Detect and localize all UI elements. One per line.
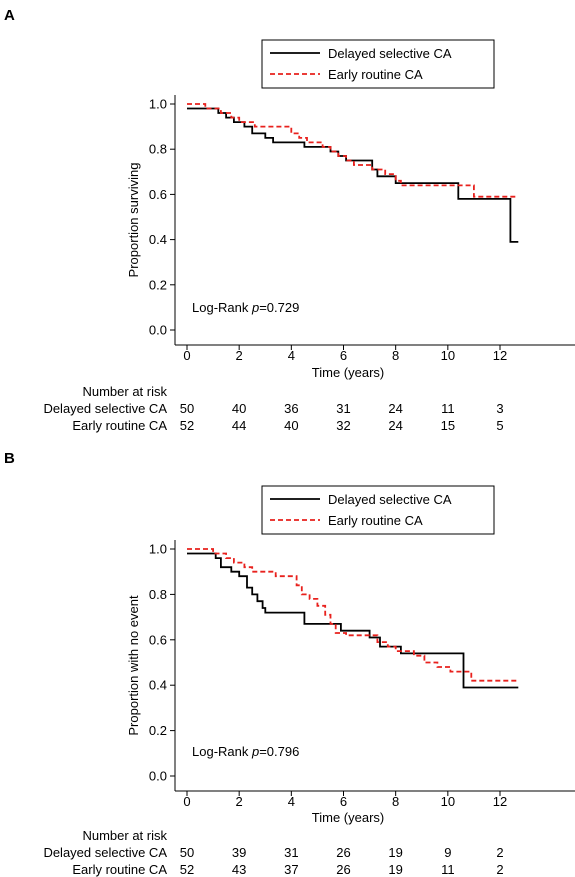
risk-table: Number at risk Delayed selective CA 50 39 31… (43, 828, 503, 877)
risk-count: 26 (336, 845, 350, 860)
y-tick-label: 0.0 (149, 769, 167, 784)
risk-row-label: Early routine CA (72, 862, 167, 877)
legend-box (261, 39, 495, 89)
risk-count: 50 (180, 401, 194, 416)
x-tick-label: 4 (288, 348, 295, 363)
annotation-p-symbol: p (251, 744, 259, 759)
risk-count: 39 (232, 845, 246, 860)
y-tick-label: 0.6 (149, 632, 167, 647)
legend: Delayed selective CA Early routine CA (261, 39, 495, 89)
series-line-early-routine-ca (187, 548, 519, 682)
x-axis-title: Time (years) (312, 365, 384, 380)
risk-table-title: Number at risk (82, 384, 167, 399)
risk-count: 40 (232, 401, 246, 416)
risk-count: 31 (284, 845, 298, 860)
x-tick-label: 10 (441, 348, 455, 363)
series-line-delayed-selective-ca (187, 107, 519, 243)
risk-row-label: Delayed selective CA (43, 401, 167, 416)
risk-count: 2 (496, 845, 503, 860)
risk-count: 26 (336, 862, 350, 877)
y-tick-label: 0.8 (149, 587, 167, 602)
risk-count: 31 (336, 401, 350, 416)
y-tick-label: 0.8 (149, 142, 167, 157)
risk-count: 24 (388, 401, 402, 416)
annotation-prefix: Log-Rank (192, 300, 252, 315)
risk-count: 40 (284, 418, 298, 433)
risk-count: 36 (284, 401, 298, 416)
risk-count: 5 (496, 418, 503, 433)
annotation-p-symbol: p (251, 300, 259, 315)
risk-count: 37 (284, 862, 298, 877)
x-tick-label: 8 (392, 348, 399, 363)
y-axis-title: Proportion with no event (126, 595, 141, 736)
legend-box (261, 485, 495, 535)
annotation-prefix: Log-Rank (192, 744, 252, 759)
x-axis-title: Time (years) (312, 810, 384, 825)
annotation-p-value: =0.796 (259, 744, 299, 759)
risk-count: 3 (496, 401, 503, 416)
x-tick-label: 0 (183, 794, 190, 809)
log-rank-annotation: Log-Rank p=0.729 (192, 300, 299, 315)
risk-count: 9 (444, 845, 451, 860)
y-tick-label: 0.6 (149, 187, 167, 202)
panel-label: B (4, 450, 15, 467)
series-line-early-routine-ca (187, 103, 519, 198)
risk-table-title: Number at risk (82, 828, 167, 843)
legend-entry: Early routine CA (328, 67, 423, 82)
x-tick-label: 8 (392, 794, 399, 809)
x-tick-label: 4 (288, 794, 295, 809)
legend: Delayed selective CA Early routine CA (261, 485, 495, 535)
y-tick-label: 0.4 (149, 678, 167, 693)
x-tick-label: 12 (493, 794, 507, 809)
risk-count: 52 (180, 862, 194, 877)
y-axis-title: Proportion surviving (126, 163, 141, 278)
y-tick-label: 1.0 (149, 97, 167, 112)
y-tick-label: 0.2 (149, 277, 167, 292)
y-tick-label: 1.0 (149, 542, 167, 557)
panel-label: A (4, 7, 15, 24)
x-tick-label: 12 (493, 348, 507, 363)
risk-count: 43 (232, 862, 246, 877)
risk-count: 11 (441, 401, 455, 416)
annotation-p-value: =0.729 (259, 300, 299, 315)
risk-count: 24 (388, 418, 402, 433)
y-tick-label: 0.2 (149, 723, 167, 738)
y-tick-label: 0.4 (149, 232, 167, 247)
x-tick-label: 6 (340, 794, 347, 809)
risk-count: 44 (232, 418, 246, 433)
legend-entry: Delayed selective CA (328, 46, 452, 61)
series-line-delayed-selective-ca (187, 552, 519, 689)
log-rank-annotation: Log-Rank p=0.796 (192, 744, 299, 759)
risk-table: Number at risk Delayed selective CA 50 40 36… (43, 384, 503, 433)
x-tick-label: 2 (236, 794, 243, 809)
risk-row-label: Delayed selective CA (43, 845, 167, 860)
risk-count: 19 (388, 862, 402, 877)
risk-row-label: Early routine CA (72, 418, 167, 433)
x-tick-label: 0 (183, 348, 190, 363)
panel-b: B 0.0 0.2 0.4 0.6 0.8 1.0 0 2 4 6 8 10 12 Proportion w… (4, 450, 575, 877)
y-tick-label: 0.0 (149, 323, 167, 338)
risk-count: 32 (336, 418, 350, 433)
risk-count: 52 (180, 418, 194, 433)
risk-count: 50 (180, 845, 194, 860)
risk-count: 11 (441, 862, 455, 877)
risk-count: 15 (441, 418, 455, 433)
risk-count: 2 (496, 862, 503, 877)
x-tick-label: 2 (236, 348, 243, 363)
risk-count: 19 (388, 845, 402, 860)
x-tick-label: 10 (441, 794, 455, 809)
legend-entry: Early routine CA (328, 513, 423, 528)
x-tick-label: 6 (340, 348, 347, 363)
legend-entry: Delayed selective CA (328, 492, 452, 507)
